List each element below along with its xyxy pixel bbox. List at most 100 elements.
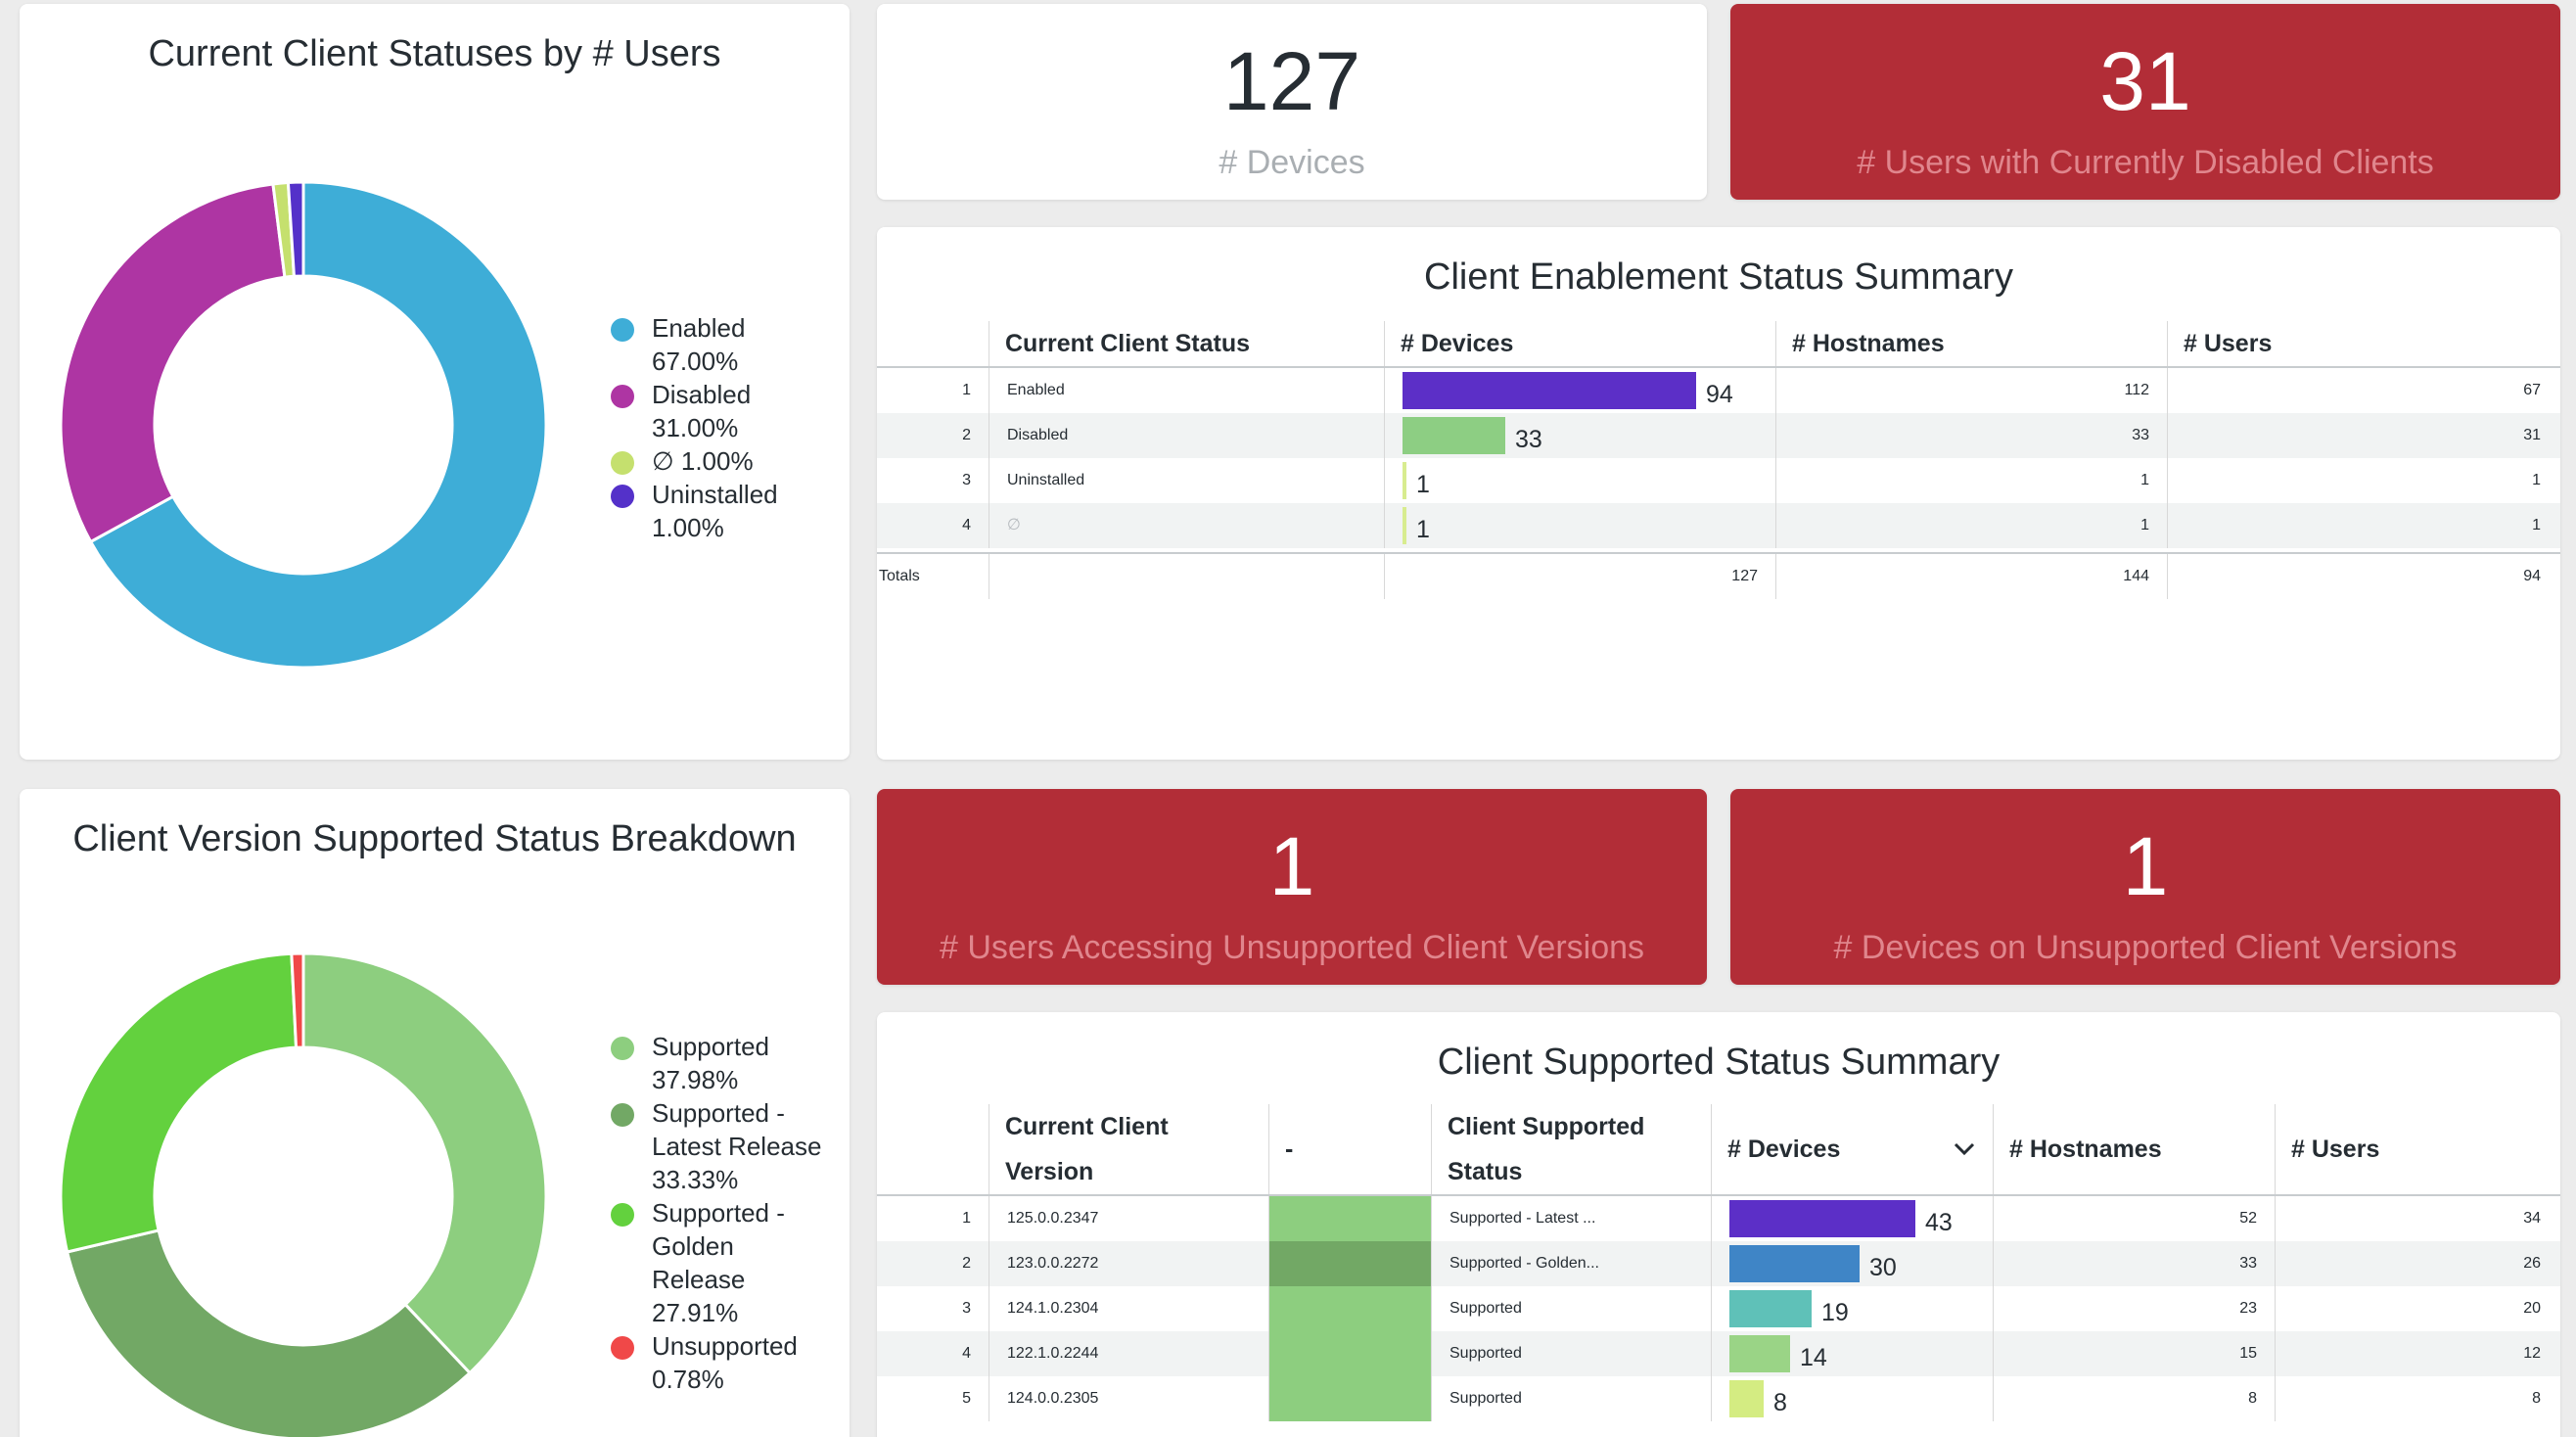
unsupported-users-kpi-label: # Users Accessing Unsupported Client Ver… [939, 929, 1645, 966]
header-current-client-version[interactable]: Current Client Version [989, 1104, 1268, 1194]
cell-hostnames: 1 [1775, 503, 2167, 548]
version-breakdown-title: Client Version Supported Status Breakdow… [72, 818, 797, 859]
cell-hostnames: 33 [1775, 413, 2167, 458]
header-devices-sorted[interactable]: # Devices [1711, 1104, 1993, 1194]
legend-swatch [611, 318, 634, 342]
cell-hostnames: 33 [1993, 1241, 2275, 1286]
cell-devices: 33 [1384, 413, 1775, 458]
cell-devices: 8 [1711, 1376, 1993, 1421]
devices-bar-label: 30 [1869, 1254, 1897, 1281]
version-legend-item[interactable]: Unsupported 0.78% [611, 1329, 821, 1396]
legend-label: Supported - [652, 1098, 785, 1128]
client-statuses-tile: Current Client Statuses by # Users Enabl… [20, 4, 850, 760]
supported-summary-tile: Client Supported Status Summary Current … [877, 1012, 2560, 1437]
cell-version: 124.1.0.2304 [989, 1286, 1268, 1331]
devices-bar [1403, 462, 1406, 499]
header-hostnames[interactable]: # Hostnames [1775, 321, 2167, 366]
totals-row: Totals 127 144 94 [877, 554, 2560, 599]
status-slice-disabled[interactable] [59, 182, 287, 544]
status-legend-item[interactable]: ∅ 1.00% [611, 444, 778, 478]
legend-swatch [611, 1203, 634, 1227]
table-row[interactable]: 4 122.1.0.2244 Supported 14 15 12 [877, 1331, 2560, 1376]
legend-percent: 31.00% [652, 413, 739, 442]
version-slice-supported-golden-release[interactable] [59, 951, 299, 1254]
legend-percent: 0.78% [652, 1365, 724, 1394]
legend-percent: 33.33% [652, 1165, 739, 1194]
legend-swatch [611, 451, 634, 475]
header-current-client-status[interactable]: Current Client Status [989, 321, 1380, 366]
version-legend-item[interactable]: Supported - Golden Release 27.91% [611, 1196, 821, 1329]
status-slice-uninstalled[interactable] [286, 180, 305, 278]
version-legend-item[interactable]: Supported - Latest Release 33.33% [611, 1096, 821, 1196]
header-devices[interactable]: # Devices [1384, 321, 1775, 366]
table-row[interactable]: 5 124.0.0.2305 Supported 8 8 8 [877, 1376, 2560, 1421]
devices-bar [1729, 1380, 1764, 1417]
header-users[interactable]: # Users [2275, 1104, 2558, 1194]
cell-version: 123.0.0.2272 [989, 1241, 1268, 1286]
cell-hostnames: 15 [1993, 1331, 2275, 1376]
disabled-users-kpi-tile[interactable]: 31 # Users with Currently Disabled Clien… [1730, 4, 2560, 200]
table-row[interactable]: 3 Uninstalled 1 1 1 [877, 458, 2560, 503]
legend-swatch [611, 485, 634, 508]
devices-bar-label: 94 [1706, 381, 1733, 408]
table-row[interactable]: 1 Enabled 94 112 67 [877, 368, 2560, 413]
supported-table-header: Current Client Version - Client Supporte… [877, 1104, 2560, 1194]
cell-status-swatch [1268, 1376, 1431, 1421]
devices-bar [1403, 372, 1696, 409]
totals-label: Totals [879, 568, 920, 584]
client-statuses-donut [59, 180, 548, 670]
table-row[interactable]: 2 123.0.0.2272 Supported - Golden... 30 33 26 [877, 1241, 2560, 1286]
cell-hostnames: 112 [1775, 368, 2167, 413]
table-row[interactable]: 2 Disabled 33 33 31 [877, 413, 2560, 458]
cell-status: Uninstalled [989, 458, 1384, 503]
version-legend-item[interactable]: Supported 37.98% [611, 1030, 821, 1096]
legend-swatch [611, 385, 634, 408]
devices-bar-label: 19 [1821, 1299, 1849, 1326]
disabled-users-kpi-label: # Users with Currently Disabled Clients [1857, 144, 2434, 181]
table-row[interactable]: 3 124.1.0.2304 Supported 19 23 20 [877, 1286, 2560, 1331]
header-users[interactable]: # Users [2167, 321, 2558, 366]
version-breakdown-donut [59, 951, 548, 1437]
enablement-table-header: Current Client Status # Devices # Hostna… [877, 321, 2560, 366]
cell-status-swatch [1268, 1196, 1431, 1241]
devices-bar-label: 33 [1515, 426, 1542, 453]
unsupported-devices-kpi-tile[interactable]: 1 # Devices on Unsupported Client Versio… [1730, 789, 2560, 985]
cell-users: 8 [2275, 1376, 2558, 1421]
version-slice-supported[interactable] [301, 951, 548, 1375]
table-row[interactable]: 1 125.0.0.2347 Supported - Latest ... 43 52 3… [877, 1196, 2560, 1241]
header-dash[interactable]: - [1268, 1104, 1431, 1194]
cell-users: 67 [2167, 368, 2558, 413]
cell-supported-status: Supported - Latest ... [1431, 1196, 1711, 1241]
cell-users: 34 [2275, 1196, 2558, 1241]
devices-bar [1403, 507, 1406, 544]
cell-users: 26 [2275, 1241, 2558, 1286]
status-legend-item[interactable]: Enabled 67.00% [611, 311, 778, 378]
cell-supported-status: Supported [1431, 1331, 1711, 1376]
status-legend-item[interactable]: Uninstalled 1.00% [611, 478, 778, 544]
cell-row-number: 1 [962, 1210, 971, 1227]
version-slice-supported-latest-release[interactable] [65, 1228, 473, 1437]
header-client-supported-status[interactable]: Client Supported Status [1431, 1104, 1711, 1194]
status-slice-enabled[interactable] [88, 180, 548, 670]
cell-version: 122.1.0.2244 [989, 1331, 1268, 1376]
cell-row-number: 3 [962, 1300, 971, 1317]
unsupported-users-kpi-tile[interactable]: 1 # Users Accessing Unsupported Client V… [877, 789, 1707, 985]
header-hostnames[interactable]: # Hostnames [1993, 1104, 2275, 1194]
table-row[interactable]: 4 ∅ 1 1 1 [877, 503, 2560, 548]
cell-status-swatch [1268, 1241, 1431, 1286]
version-slice-unsupported[interactable] [290, 951, 305, 1049]
chevron-down-icon[interactable] [1954, 1142, 1975, 1156]
devices-bar [1729, 1335, 1790, 1372]
legend-label: Release [652, 1265, 746, 1294]
cell-version: 125.0.0.2347 [989, 1196, 1268, 1241]
devices-kpi-tile[interactable]: 127 # Devices [877, 4, 1707, 200]
totals-hostnames: 144 [1775, 554, 2167, 599]
cell-status-swatch [1268, 1286, 1431, 1331]
status-legend-item[interactable]: Disabled 31.00% [611, 378, 778, 444]
cell-users: 31 [2167, 413, 2558, 458]
legend-label: ∅ 1.00% [652, 446, 754, 476]
devices-kpi-label: # Devices [1219, 144, 1365, 181]
cell-row-number: 4 [962, 1345, 971, 1362]
totals-devices: 127 [1384, 554, 1775, 599]
unsupported-devices-kpi-value: 1 [2122, 820, 2169, 912]
